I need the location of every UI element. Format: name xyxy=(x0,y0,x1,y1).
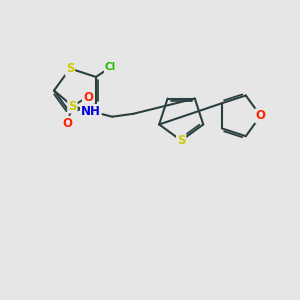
Text: S: S xyxy=(68,100,77,112)
Text: Cl: Cl xyxy=(105,62,116,72)
Text: NH: NH xyxy=(81,105,101,118)
Text: O: O xyxy=(256,109,266,122)
Text: S: S xyxy=(177,134,185,147)
Text: S: S xyxy=(66,62,74,75)
Text: O: O xyxy=(83,91,93,103)
Text: O: O xyxy=(62,117,72,130)
